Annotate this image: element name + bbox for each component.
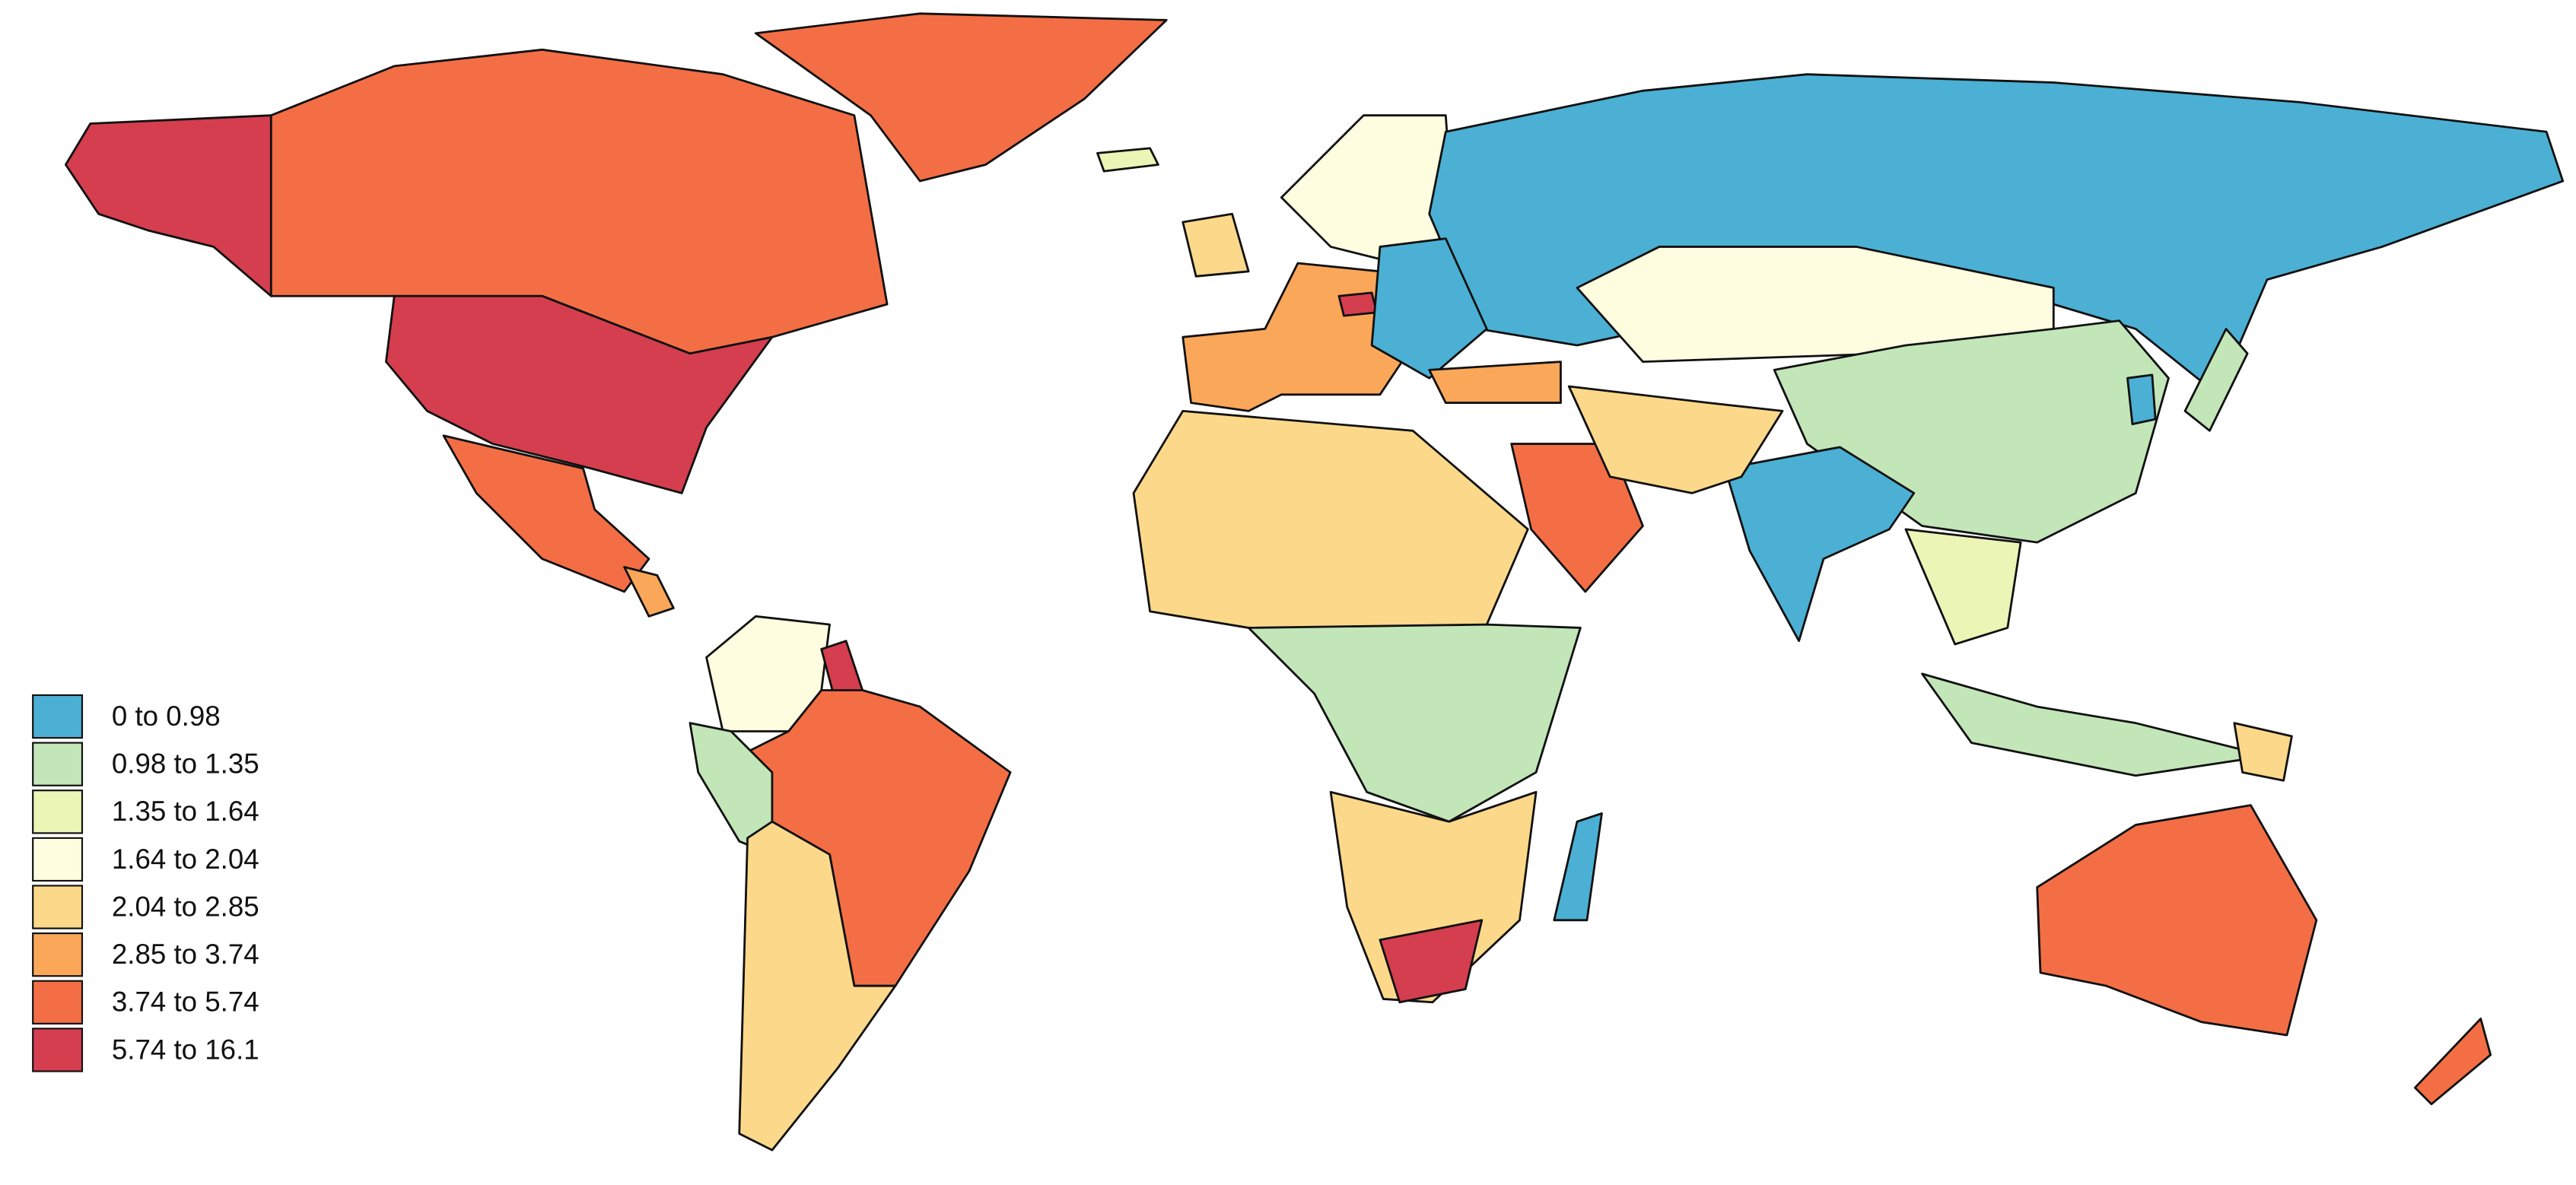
legend-label: 3.74 to 5.74 [112, 986, 259, 1018]
country [1921, 672, 2269, 777]
country [1724, 446, 1916, 643]
countries [64, 12, 2565, 1152]
legend-swatch [32, 742, 84, 786]
legend-label: 2.04 to 2.85 [112, 891, 259, 922]
legend-label: 2.85 to 3.74 [112, 939, 259, 970]
country [1428, 361, 1562, 404]
legend-swatch [32, 932, 84, 977]
legend-swatch [32, 694, 84, 739]
legend-swatch [32, 1028, 84, 1072]
country [1379, 919, 1484, 1004]
country [1576, 246, 2055, 364]
country [1553, 812, 1603, 922]
country [1510, 443, 1644, 593]
country [754, 12, 1168, 183]
country [2126, 373, 2157, 426]
legend-swatch [32, 885, 84, 929]
country [1904, 528, 2022, 646]
country [1181, 212, 1250, 278]
country [1370, 237, 1488, 380]
legend-swatch [32, 980, 84, 1025]
country [269, 48, 889, 355]
legend-label: 1.35 to 1.64 [112, 796, 259, 827]
country [1096, 147, 1159, 173]
legend-swatch [32, 837, 84, 882]
country [2036, 804, 2318, 1037]
country [1337, 291, 1379, 317]
legend: 0 to 0.98 0.98 to 1.35 1.35 to 1.64 1.64 to… [32, 694, 259, 1072]
country [1567, 385, 1784, 494]
country [738, 820, 897, 1152]
legend-label: 0 to 0.98 [112, 701, 221, 732]
country [2413, 1017, 2492, 1106]
country [385, 294, 774, 494]
country [1132, 409, 1529, 659]
country [2183, 328, 2249, 432]
country [64, 114, 272, 297]
country [623, 566, 675, 618]
legend-label: 1.64 to 2.04 [112, 843, 259, 875]
country [1247, 623, 1582, 823]
legend-label: 5.74 to 16.1 [112, 1034, 259, 1065]
country [2233, 722, 2293, 782]
legend-swatch [32, 789, 84, 834]
legend-label: 0.98 to 1.35 [112, 748, 259, 780]
